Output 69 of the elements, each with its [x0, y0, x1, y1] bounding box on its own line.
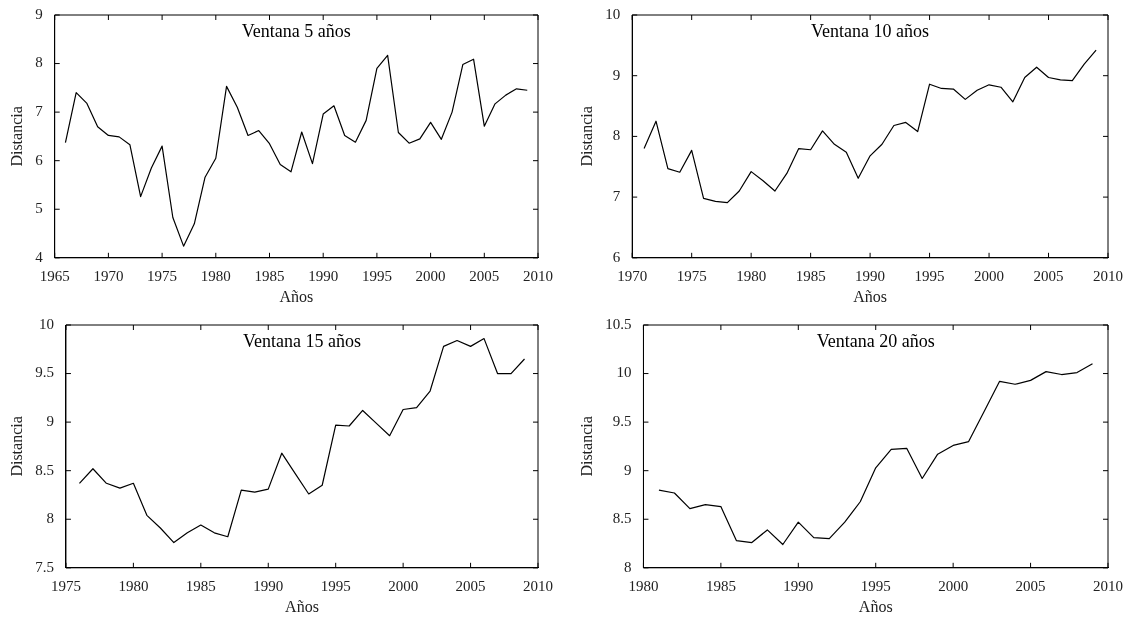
- x-axis-title: Años: [279, 287, 314, 305]
- x-tick-label: 1990: [855, 267, 886, 284]
- x-tick-label: 1975: [676, 267, 707, 284]
- x-tick-label: 1970: [617, 267, 648, 284]
- x-tick-label: 1980: [118, 577, 149, 594]
- y-tick-label: 9.5: [35, 364, 54, 381]
- x-tick-label: 1995: [361, 267, 392, 284]
- y-tick-label: 8.5: [35, 461, 54, 478]
- y-axis-title: Distancia: [577, 106, 595, 167]
- x-tick-label: 1995: [320, 577, 351, 594]
- x-tick-label: 1985: [705, 577, 736, 594]
- x-tick-label: 2005: [469, 267, 500, 284]
- x-tick-label: 2010: [1093, 267, 1123, 284]
- y-tick-label: 8.5: [612, 510, 632, 527]
- x-tick-label: 1985: [185, 577, 216, 594]
- x-tick-label: 2000: [974, 267, 1005, 284]
- x-tick-label: 2000: [415, 267, 446, 284]
- y-tick-label: 10: [38, 315, 54, 332]
- y-tick-label: 8: [46, 510, 54, 527]
- x-tick-label: 1965: [39, 267, 70, 284]
- y-tick-label: 9.5: [612, 413, 632, 430]
- x-tick-label: 2010: [523, 577, 553, 594]
- x-tick-label: 1995: [914, 267, 945, 284]
- x-axis-title: Años: [285, 597, 319, 615]
- y-tick-label: 7: [35, 103, 44, 120]
- y-tick-label: 9: [612, 66, 621, 83]
- x-tick-label: 1985: [795, 267, 826, 284]
- y-tick-label: 8: [623, 558, 632, 575]
- y-axis-title: Distancia: [577, 416, 595, 477]
- x-tick-label: 2005: [1015, 577, 1046, 594]
- x-tick-label: 1970: [93, 267, 124, 284]
- y-axis-title: Distancia: [7, 416, 25, 477]
- y-tick-label: 10: [605, 5, 621, 22]
- y-tick-label: 8: [35, 54, 43, 71]
- chart-title: Ventana 15 años: [242, 330, 361, 351]
- y-tick-label: 10: [616, 364, 632, 381]
- y-tick-label: 8: [612, 127, 621, 144]
- x-tick-label: 2000: [938, 577, 969, 594]
- y-tick-label: 10.5: [605, 315, 632, 332]
- x-tick-label: 1975: [50, 577, 81, 594]
- y-tick-label: 6: [612, 248, 621, 265]
- x-axis-title: Años: [853, 287, 887, 305]
- x-tick-label: 1990: [308, 267, 339, 284]
- x-tick-label: 2000: [388, 577, 419, 594]
- x-tick-label: 2010: [523, 267, 553, 284]
- x-axis-title: Años: [858, 597, 893, 615]
- x-tick-label: 1980: [200, 267, 231, 284]
- y-tick-label: 5: [35, 200, 43, 217]
- y-tick-label: 7: [612, 188, 621, 205]
- y-tick-label: 9: [35, 5, 43, 22]
- y-tick-label: 9: [46, 413, 54, 430]
- x-tick-label: 1975: [147, 267, 178, 284]
- y-tick-label: 4: [35, 248, 44, 265]
- chart-title: Ventana 20 años: [816, 330, 935, 351]
- y-tick-label: 7.5: [35, 558, 54, 575]
- y-tick-label: 6: [35, 151, 44, 168]
- x-tick-label: 1980: [736, 267, 767, 284]
- x-tick-label: 1990: [783, 577, 814, 594]
- x-tick-label: 1980: [628, 577, 659, 594]
- x-tick-label: 1990: [253, 577, 284, 594]
- x-tick-label: 1985: [254, 267, 285, 284]
- x-tick-label: 2005: [455, 577, 486, 594]
- x-tick-label: 2005: [1033, 267, 1064, 284]
- y-axis-title: Distancia: [7, 106, 25, 167]
- x-tick-label: 1995: [860, 577, 891, 594]
- y-tick-label: 9: [623, 461, 632, 478]
- x-tick-label: 2010: [1093, 577, 1123, 594]
- chart-title: Ventana 10 años: [811, 20, 930, 41]
- chart-title: Ventana 5 años: [241, 20, 351, 41]
